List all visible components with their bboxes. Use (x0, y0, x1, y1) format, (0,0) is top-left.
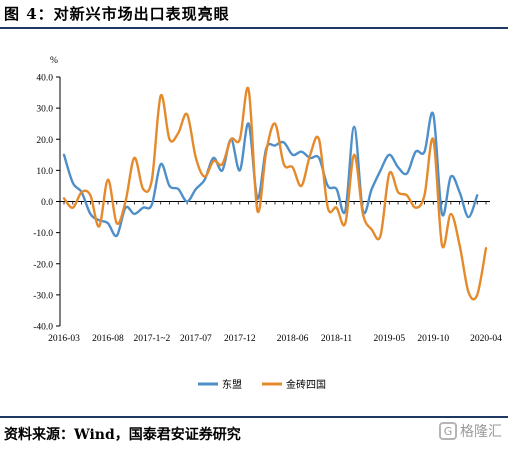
x-tick-label: 2018-06 (277, 334, 309, 344)
legend-label-1: 金砖四国 (286, 378, 326, 391)
watermark-text: 格隆汇 (460, 424, 502, 440)
series-line-1 (62, 86, 488, 301)
legend-label-0: 东盟 (222, 378, 242, 391)
x-tick-label: 2019-05 (373, 334, 405, 344)
figure-title: 图 4：对新兴市场出口表现亮眼 (4, 5, 230, 23)
x-tick-label: 2016-08 (92, 334, 124, 344)
watermark-logo-icon: G (439, 422, 457, 440)
x-tick-label: 2017-12 (224, 334, 256, 344)
y-tick-label: -10.0 (33, 229, 53, 239)
x-tick-label: 2017-07 (180, 334, 212, 344)
chart-area: % 40.0 30.0 20.0 10.0 0.0 -10.0 -20.0 -30.0 -40.0… (33, 56, 502, 391)
title-rule (0, 27, 508, 29)
watermark: G 格隆汇 (439, 421, 502, 441)
y-tick-label: 20.0 (36, 136, 53, 146)
source-note: 资料来源：Wind，国泰君安证券研究 (4, 427, 241, 443)
series-line-0 (62, 111, 479, 238)
x-tick-label: 2016-03 (48, 334, 80, 344)
x-tick-label: 2017-1~2 (134, 334, 171, 344)
x-tick-label: 2019-10 (417, 334, 449, 344)
source-rule (0, 416, 508, 418)
y-tick-label: -30.0 (33, 291, 53, 301)
y-tick-label: 30.0 (36, 105, 53, 115)
y-tick-label: -40.0 (33, 323, 53, 333)
y-tick-label: -20.0 (33, 260, 53, 270)
y-tick-label: 10.0 (36, 167, 53, 177)
y-axis-unit-label: % (50, 56, 58, 66)
y-tick-label: 0.0 (41, 198, 53, 208)
y-tick-label: 40.0 (36, 74, 53, 84)
x-tick-label: 2018-11 (321, 334, 353, 344)
x-tick-label: 2020-04 (470, 334, 502, 344)
